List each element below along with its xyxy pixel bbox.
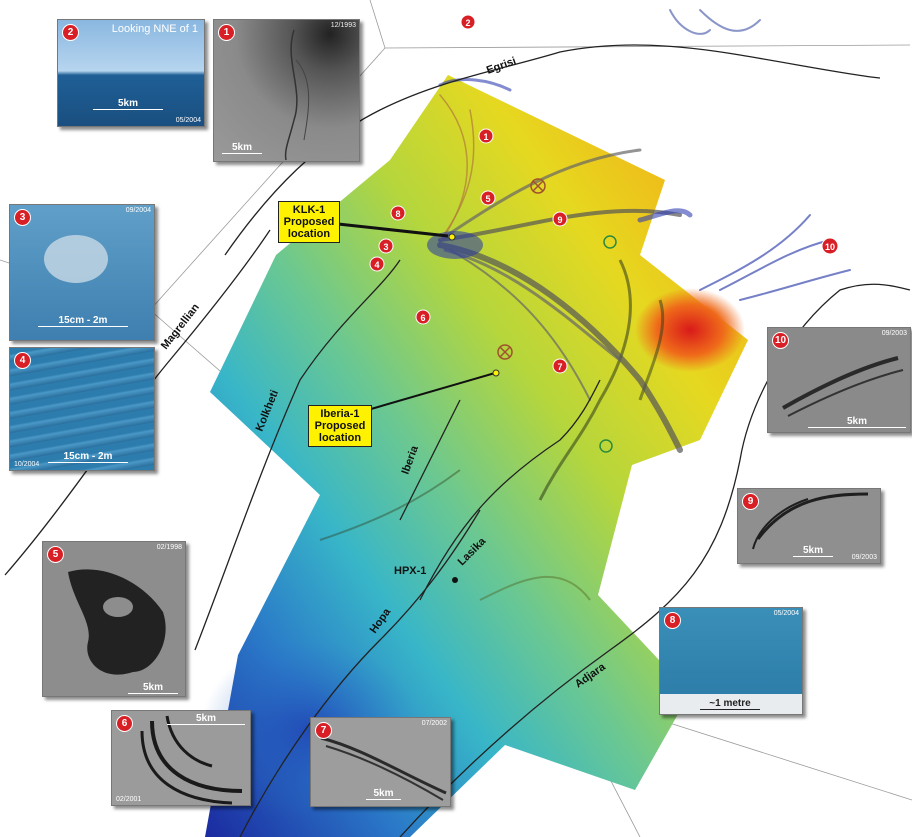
inset-5-badge: 5 [47,546,64,563]
inset-5-scale: 5km [128,682,178,695]
inset-5-scale-label: 5km [142,682,163,693]
inset-4-scale-label: 15cm - 2m [63,451,113,462]
inset-2-scale: 5km [93,98,163,111]
inset-8-date: 05/2004 [773,610,799,617]
inset-6-scale-label: 5km [195,713,216,724]
inset-9-scale-label: 5km [802,545,823,556]
slick-trace [284,29,310,161]
seep-markers [497,178,617,453]
map-badge-3: 3 [378,238,394,254]
slick-curves [752,492,869,550]
map-badge-group: 1 2 3 4 5 6 7 8 9 10 [369,14,839,374]
inset-1-badge: 1 [218,24,235,41]
svg-text:4: 4 [374,260,379,270]
label-magrellian: Magrellian [159,301,202,351]
inset-9-badge: 9 [742,493,759,510]
map-badge-1: 1 [478,128,494,144]
iberia1-line3: location [318,432,362,444]
klk1-well-label: KLK-1 Proposed location [278,201,340,243]
svg-text:5: 5 [485,194,490,204]
map-badge-10: 10 [821,237,839,255]
svg-text:8: 8 [395,209,400,219]
inset-4-badge: 4 [14,352,31,369]
inset-6-date: 02/2001 [116,796,142,803]
inset-10-badge: 10 [772,332,789,349]
inset-7-badge: 7 [315,722,332,739]
inset-4-scale: 15cm - 2m [48,451,128,464]
svg-text:10: 10 [825,242,835,252]
inset-10-date: 09/2003 [881,330,907,337]
inset-6-badge: 6 [116,715,133,732]
inset-2-badge: 2 [62,24,79,41]
svg-text:2: 2 [465,18,470,28]
inset-3-scale-label: 15cm - 2m [58,315,108,326]
inset-9: 9 09/2003 5km [737,488,881,564]
map-badge-9: 9 [552,211,568,227]
inset-6-scale: 5km [167,713,245,726]
measuring-board [660,694,802,714]
map-badge-6: 6 [415,309,431,325]
svg-text:1: 1 [483,132,488,142]
klk1-line2: Proposed [283,216,335,228]
klk1-name: KLK-1 [292,204,326,216]
iberia1-line2: Proposed [314,420,366,432]
label-egrisi: Egrisi [485,55,518,77]
inset-9-date: 09/2003 [851,554,877,561]
inset-3-scale: 15cm - 2m [38,315,128,328]
bathymetry-surface [200,75,748,837]
map-badge-7: 7 [552,358,568,374]
map-badge-8: 8 [390,205,406,221]
slick-blob [68,569,166,675]
inset-1-date: 12/1993 [330,22,356,29]
svg-text:6: 6 [420,313,425,323]
inset-10-scale-label: 5km [846,416,867,427]
svg-text:3: 3 [383,242,388,252]
svg-text:9: 9 [557,215,562,225]
iberia1-well-label: Iberia-1 Proposed location [308,405,372,447]
inset-8-scale: ~1 metre [700,698,760,711]
inset-7: 7 07/2002 5km [310,717,451,807]
svg-text:7: 7 [557,362,562,372]
inset-2-date: 05/2004 [175,117,201,124]
inset-6: 6 02/2001 5km [111,710,251,806]
inset-8-scale-label: ~1 metre [709,698,751,709]
inset-7-date: 07/2002 [421,720,447,727]
iberia1-name: Iberia-1 [320,408,360,420]
inset-7-scale: 5km [366,788,401,801]
inset-4: 4 10/2004 15cm - 2m [9,347,155,471]
inset-10-scale: 5km [808,416,906,429]
inset-5-date: 02/1998 [156,544,182,551]
slick-band [782,356,904,417]
inset-7-scale-label: 5km [373,788,394,799]
inset-2-caption: Looking NNE of 1 [111,23,198,35]
label-hpx1: HPX-1 [394,565,426,577]
inset-10: 10 09/2003 5km [767,327,911,433]
inset-3-date: 09/2004 [125,207,151,214]
map-badge-5: 5 [480,190,496,206]
bubble-patch [44,235,108,283]
map-badge-4: 4 [369,256,385,272]
inset-8-badge: 8 [664,612,681,629]
inset-1: 1 12/1993 5km [213,19,360,162]
map-badge-2: 2 [460,14,476,30]
inset-8: 8 05/2004 ~1 metre [659,607,803,715]
inset-9-scale: 5km [793,545,833,558]
inset-3-badge: 3 [14,209,31,226]
inset-4-date: 10/2004 [14,461,40,468]
slick-lines [320,736,447,801]
inset-2: 2 Looking NNE of 1 05/2004 5km [57,19,205,127]
inset-1-scale: 5km [222,142,262,155]
inset-2-scale-label: 5km [117,98,138,109]
inset-1-scale-label: 5km [231,142,252,153]
klk1-line3: location [287,228,331,240]
slick-arcs [140,715,243,805]
inset-3: 3 09/2004 15cm - 2m [9,204,155,341]
inset-5: 5 02/1998 5km [42,541,186,697]
fault-lines [4,44,911,837]
